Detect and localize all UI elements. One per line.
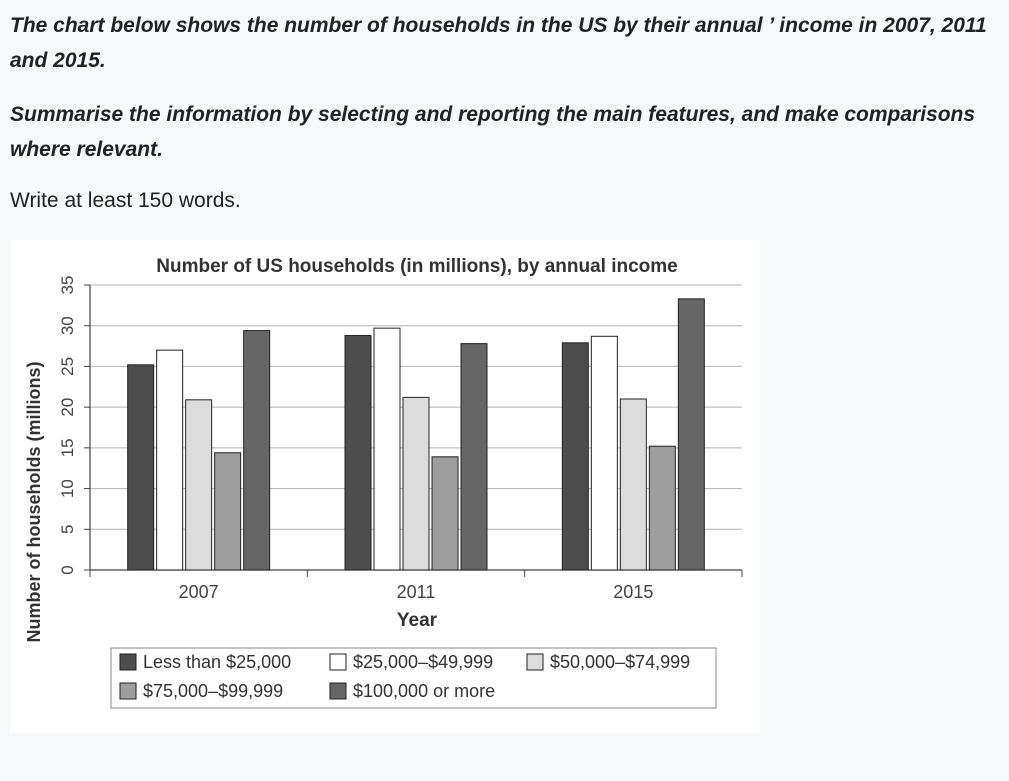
bar-2015-series-5 — [677, 298, 705, 571]
y-tick-label: 35 — [58, 276, 77, 295]
y-tick-label: 5 — [58, 525, 77, 534]
x-axis-label: Year — [397, 610, 438, 631]
y-tick-label: 0 — [58, 565, 77, 574]
bar-2011-series-2 — [373, 327, 401, 571]
task-line-1: The chart below shows the number of hous… — [10, 14, 987, 72]
bar-2007-series-2 — [156, 349, 184, 571]
bar-2011-series-4 — [431, 456, 459, 571]
chart-figure: Number of US households (in millions), b… — [10, 240, 760, 733]
y-tick-label: 15 — [58, 438, 77, 457]
y-tick-label: 30 — [58, 316, 77, 335]
bar-2015-series-2 — [590, 335, 618, 571]
task-line-3: Write at least 150 words. — [10, 189, 241, 212]
axis-labels: 0 5 10 15 20 25 30 35 2007 2011 2015 — [58, 276, 653, 602]
bar-2015-series-4 — [648, 445, 676, 571]
x-tick-label: 2015 — [613, 582, 653, 602]
legend: Less than $25,000 $25,000–$49,999 $50,000–… — [110, 647, 717, 709]
y-tick-label: 10 — [58, 479, 77, 498]
bar-2015-series-3 — [619, 398, 647, 571]
y-tick-label: 25 — [58, 357, 77, 376]
legend-label: $100,000 or more — [353, 681, 495, 701]
y-tick-label: 20 — [58, 398, 77, 417]
bar-chart: Number of US households (in millions), b… — [24, 256, 743, 709]
task-line-2: Summarise the information by selecting a… — [10, 103, 976, 161]
legend-swatch — [329, 653, 347, 671]
bar-2007-series-1 — [127, 364, 155, 571]
legend-label: $25,000–$49,999 — [353, 652, 493, 672]
bar-2007-series-5 — [243, 330, 271, 571]
legend-swatch — [526, 653, 544, 671]
bar-2007-series-3 — [185, 399, 213, 571]
legend-box — [110, 647, 717, 709]
bar-2011-series-1 — [344, 334, 372, 571]
bar-2011-series-5 — [460, 343, 488, 571]
legend-label: $50,000–$74,999 — [550, 652, 690, 672]
bar-2011-series-3 — [402, 396, 430, 571]
bars — [127, 298, 705, 571]
legend-swatch — [119, 682, 137, 700]
legend-swatch — [119, 653, 137, 671]
bar-2015-series-1 — [561, 342, 589, 571]
x-tick-label: 2011 — [397, 582, 436, 602]
legend-label: Less than $25,000 — [143, 652, 291, 672]
legend-swatch — [329, 682, 347, 700]
task-prompt: The chart below shows the number of hous… — [10, 8, 1000, 218]
y-axis-label: Number of households (millions) — [24, 361, 44, 642]
bar-2007-series-4 — [214, 452, 242, 571]
x-tick-label: 2007 — [179, 582, 219, 602]
legend-label: $75,000–$99,999 — [143, 681, 283, 701]
chart-title: Number of US households (in millions), b… — [156, 256, 678, 277]
